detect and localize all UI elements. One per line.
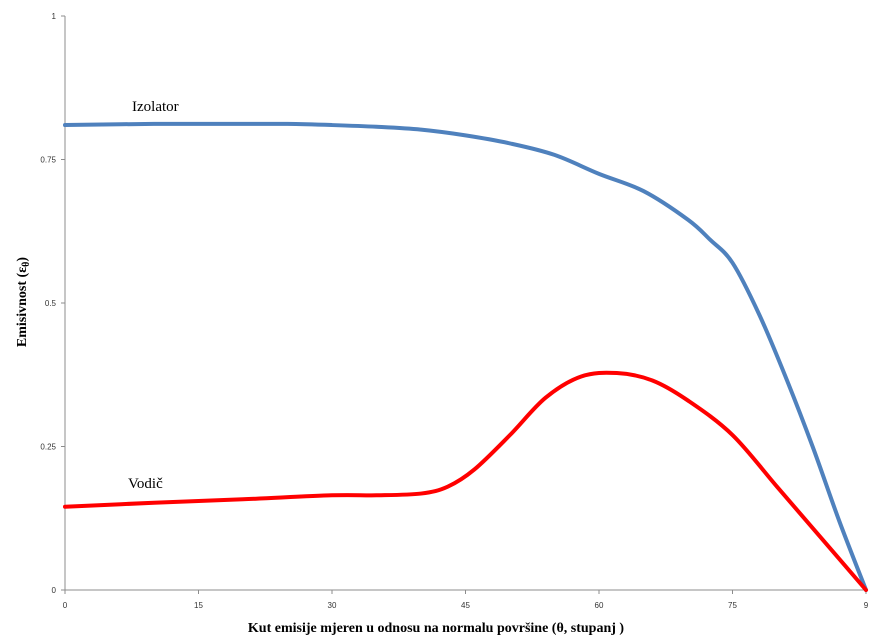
y-axis-title-subscript: θ (21, 262, 32, 267)
y-axis-title-main: Emisivnost (ε (15, 267, 30, 347)
x-tick-label: 45 (461, 601, 470, 610)
y-axis-title: Emisivnost (εθ) (15, 257, 32, 348)
y-tick-label: 0.75 (40, 156, 56, 165)
y-tick-label: 0.25 (40, 443, 56, 452)
x-tick-label: 60 (595, 601, 604, 610)
series-label-vodic: Vodič (128, 476, 163, 492)
y-tick-label: 0 (52, 586, 57, 595)
x-tick-label: 30 (328, 601, 337, 610)
y-axis-title-close: ) (15, 257, 30, 262)
series-label-izolator: Izolator (132, 99, 179, 115)
x-tick-label: 75 (728, 601, 737, 610)
y-tick-label: 0.5 (45, 299, 57, 308)
series-layer (63, 121, 868, 592)
x-tick-label: 15 (194, 601, 203, 610)
axes: 0 0.25 0.5 0.75 1 0 15 30 45 60 75 9 (40, 12, 868, 610)
x-axis-title: Kut emisije mjeren u odnosu na normalu p… (248, 621, 624, 636)
labels-layer: Izolator Vodič Kut emisije mjeren u odno… (15, 99, 624, 636)
series-line-izolator (63, 121, 868, 592)
y-tick-label: 1 (52, 12, 57, 21)
series-line-vodic (63, 370, 868, 592)
x-tick-label: 9 (864, 601, 869, 610)
x-tick-label: 0 (63, 601, 68, 610)
